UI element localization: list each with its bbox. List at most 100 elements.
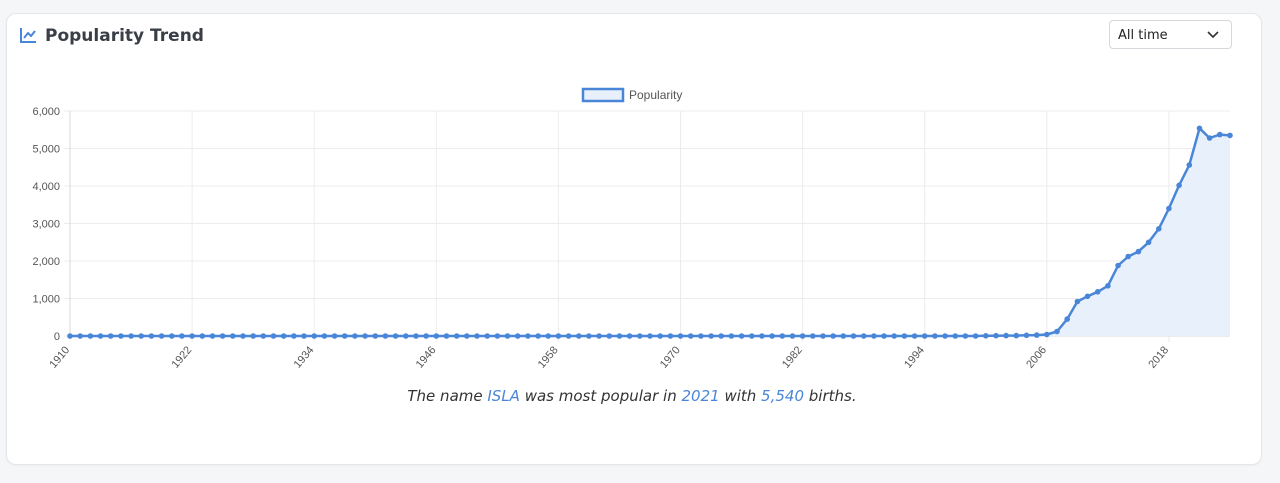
- data-point: [118, 333, 124, 339]
- data-point: [270, 333, 277, 339]
- data-point: [443, 333, 450, 339]
- data-point: [769, 333, 775, 339]
- data-point: [280, 333, 287, 339]
- data-point: [525, 333, 531, 339]
- x-tick-label: 1982: [780, 344, 805, 370]
- caption-year: 2021: [681, 387, 720, 405]
- data-point: [840, 333, 847, 339]
- data-point: [413, 333, 419, 339]
- data-point: [555, 333, 562, 339]
- data-point: [565, 333, 572, 339]
- data-point: [97, 333, 104, 339]
- data-point: [301, 333, 307, 339]
- data-point: [1094, 289, 1101, 295]
- x-tick-label: 1970: [658, 344, 683, 370]
- data-point: [759, 333, 765, 339]
- data-point: [1145, 239, 1152, 246]
- data-point: [657, 333, 663, 339]
- data-point: [107, 333, 114, 339]
- data-point: [983, 333, 989, 339]
- x-tick-label: 1934: [292, 344, 317, 370]
- data-point: [341, 333, 348, 339]
- caption-births: 5,540: [761, 387, 804, 405]
- chevron-down-icon: [1207, 31, 1219, 39]
- data-point: [728, 333, 735, 339]
- data-point: [687, 333, 694, 339]
- data-point: [637, 333, 643, 339]
- data-point: [403, 333, 409, 339]
- data-point: [433, 333, 440, 339]
- data-point: [1115, 262, 1121, 269]
- data-point: [474, 333, 480, 339]
- time-range-select[interactable]: All time: [1109, 20, 1232, 49]
- data-point: [942, 333, 948, 339]
- x-tick-label: 2018: [1146, 344, 1171, 370]
- popularity-caption: The name ISLA was most popular in 2021 w…: [0, 387, 1264, 405]
- data-point: [738, 333, 745, 339]
- caption-suffix: births.: [804, 387, 857, 405]
- series-line: [70, 127, 1231, 338]
- data-point: [1125, 253, 1131, 260]
- data-point: [952, 333, 959, 339]
- data-point: [1135, 248, 1142, 255]
- time-range-value: All time: [1118, 28, 1168, 43]
- data-point: [1196, 125, 1203, 132]
- caption-prefix: The name: [407, 387, 488, 405]
- data-point: [1227, 132, 1233, 139]
- data-point: [138, 333, 144, 339]
- y-tick-label: 4,000: [32, 181, 60, 193]
- data-point: [1176, 182, 1182, 189]
- y-tick-label: 3,000: [32, 219, 60, 231]
- popularity-line-chart: 0 1,000 2,000 3,000 4,000 5,000 6,000 1910 1922 1…: [32, 87, 1233, 371]
- data-point: [464, 333, 470, 339]
- data-point: [77, 333, 83, 339]
- card-title: Popularity Trend: [45, 26, 204, 46]
- data-point: [799, 333, 806, 339]
- data-point: [1105, 283, 1111, 289]
- data-point: [453, 333, 460, 339]
- data-point: [1206, 135, 1213, 141]
- data-point: [352, 333, 358, 339]
- data-point: [921, 333, 928, 339]
- data-point: [677, 333, 684, 339]
- data-point: [820, 333, 826, 339]
- data-point: [616, 333, 623, 339]
- data-point: [250, 333, 256, 339]
- data-point: [1033, 332, 1040, 338]
- data-point: [911, 333, 918, 339]
- y-tick-label: 1,000: [32, 294, 60, 306]
- data-point: [698, 333, 704, 339]
- popularity-trend-card: [6, 13, 1262, 465]
- caption-name: ISLA: [487, 387, 520, 405]
- data-point: [586, 333, 592, 339]
- data-point: [128, 333, 134, 339]
- legend-label: Popularity: [629, 88, 682, 102]
- data-point: [596, 333, 602, 339]
- data-point: [1166, 205, 1172, 212]
- data-point: [749, 333, 755, 339]
- data-point: [1084, 293, 1091, 300]
- data-point: [962, 333, 969, 339]
- caption-mid2: with: [719, 387, 762, 405]
- data-point: [179, 333, 185, 339]
- x-tick-label: 1946: [414, 344, 439, 370]
- data-point: [230, 333, 236, 339]
- data-point: [1156, 226, 1162, 232]
- data-point: [1013, 332, 1020, 339]
- data-point: [1023, 332, 1030, 339]
- data-point: [209, 333, 216, 339]
- data-point: [1186, 162, 1193, 168]
- data-point: [871, 333, 877, 339]
- data-point: [67, 333, 73, 339]
- data-point: [260, 333, 267, 339]
- data-point: [576, 333, 582, 339]
- x-tick-label: 1958: [536, 344, 561, 370]
- data-point: [718, 333, 724, 339]
- data-point: [891, 333, 897, 339]
- data-point: [87, 333, 94, 339]
- data-point: [169, 333, 175, 339]
- data-point: [535, 333, 541, 339]
- y-tick-label: 6,000: [32, 106, 60, 118]
- data-point: [372, 333, 379, 339]
- data-point: [993, 332, 999, 339]
